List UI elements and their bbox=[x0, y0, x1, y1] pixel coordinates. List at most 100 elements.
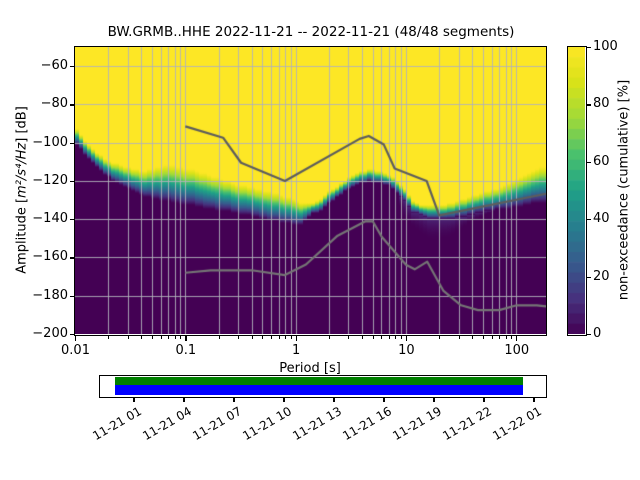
x-tick bbox=[295, 335, 297, 341]
timeline-tick-label: 11-21 16 bbox=[340, 404, 394, 444]
x-minor-tick bbox=[472, 335, 474, 339]
timeline-tick bbox=[333, 397, 335, 402]
x-minor-tick bbox=[328, 335, 330, 339]
x-minor-tick bbox=[180, 335, 182, 339]
x-minor-tick bbox=[141, 335, 143, 339]
x-minor-tick bbox=[218, 335, 220, 339]
y-tick-label: −80 bbox=[40, 96, 68, 112]
y-tick-label: −140 bbox=[32, 211, 68, 227]
x-minor-tick bbox=[290, 335, 292, 339]
colorbar-tick bbox=[586, 219, 591, 221]
y-tick bbox=[70, 104, 75, 106]
timeline-tick-label: 11-21 07 bbox=[190, 404, 244, 444]
x-minor-tick bbox=[262, 335, 264, 339]
x-minor-tick bbox=[152, 335, 154, 339]
y-tick-label: −60 bbox=[40, 58, 68, 74]
x-minor-tick bbox=[499, 335, 501, 339]
y-tick-label: −160 bbox=[32, 249, 68, 265]
x-tick bbox=[516, 335, 518, 341]
x-tick-label: 1 bbox=[291, 343, 301, 358]
y-tick bbox=[70, 142, 75, 144]
timeline-tick-label: 11-21 13 bbox=[290, 404, 344, 444]
x-tick-label: 0.01 bbox=[61, 343, 90, 358]
timeline-tick-label: 11-21 10 bbox=[240, 404, 294, 444]
x-minor-tick bbox=[458, 335, 460, 339]
x-minor-tick bbox=[108, 335, 110, 339]
timeline-tick bbox=[133, 397, 135, 402]
colorbar-tick-label: 100 bbox=[593, 39, 618, 54]
colorbar-frame bbox=[567, 46, 587, 336]
x-minor-tick bbox=[168, 335, 170, 339]
colorbar-canvas bbox=[568, 47, 585, 334]
y-tick bbox=[70, 180, 75, 183]
x-minor-tick bbox=[160, 335, 162, 339]
timeline-tick-label: 11-21 04 bbox=[140, 404, 194, 444]
y-tick-label: −180 bbox=[32, 287, 68, 303]
colorbar-tick bbox=[586, 46, 591, 49]
colorbar-label: non-exceedance (cumulative) [%] bbox=[616, 79, 632, 301]
x-minor-tick bbox=[251, 335, 253, 339]
y-tick bbox=[70, 333, 75, 336]
x-minor-tick bbox=[483, 335, 485, 339]
x-minor-tick bbox=[400, 335, 402, 339]
x-tick bbox=[185, 335, 187, 341]
y-tick-label: −120 bbox=[32, 172, 68, 188]
x-minor-tick bbox=[174, 335, 176, 339]
x-tick-label: 10 bbox=[398, 343, 415, 358]
x-minor-tick bbox=[388, 335, 390, 339]
x-minor-tick bbox=[362, 335, 364, 339]
timeline-coverage-box bbox=[99, 375, 547, 398]
x-minor-tick bbox=[278, 335, 280, 339]
timeline-tick bbox=[233, 397, 235, 402]
colorbar-tick bbox=[586, 333, 591, 336]
y-tick bbox=[70, 257, 75, 259]
timeline-tick-label: 11-21 19 bbox=[390, 404, 444, 444]
timeline-tick-label: 11-21 01 bbox=[90, 404, 144, 444]
colorbar-tick-label: 60 bbox=[593, 153, 610, 169]
timeline-tick bbox=[483, 397, 485, 402]
colorbar-tick-label: 40 bbox=[593, 211, 610, 227]
x-minor-tick bbox=[237, 335, 239, 339]
x-axis-label: Period [s] bbox=[279, 361, 341, 376]
x-minor-tick bbox=[439, 335, 441, 339]
main-plot-frame bbox=[74, 46, 547, 336]
colorbar-tick bbox=[586, 276, 591, 278]
y-tick bbox=[70, 66, 75, 68]
y-tick-label: −200 bbox=[32, 326, 68, 341]
timeline-tick bbox=[433, 397, 435, 402]
ppsd-heatmap-canvas bbox=[75, 47, 546, 334]
timeline-tick bbox=[533, 397, 535, 402]
x-minor-tick bbox=[284, 335, 286, 339]
x-tick-label: 0.1 bbox=[175, 343, 197, 358]
colorbar-tick bbox=[586, 161, 591, 163]
x-minor-tick bbox=[271, 335, 273, 339]
x-tick bbox=[74, 335, 77, 341]
colorbar-tick bbox=[586, 104, 591, 106]
colorbar-tick-label: 20 bbox=[593, 268, 610, 284]
y-tick bbox=[70, 219, 75, 221]
y-tick bbox=[70, 295, 75, 297]
x-minor-tick bbox=[372, 335, 374, 339]
x-minor-tick bbox=[381, 335, 383, 339]
x-minor-tick bbox=[505, 335, 507, 339]
plot-title: BW.GRMB..HHE 2022-11-21 -- 2022-11-21 (4… bbox=[107, 24, 515, 40]
x-minor-tick bbox=[511, 335, 513, 339]
colorbar-tick-label: 80 bbox=[593, 96, 610, 112]
x-minor-tick bbox=[395, 335, 397, 339]
y-tick-label: −100 bbox=[32, 134, 68, 150]
timeline-tick bbox=[183, 397, 185, 402]
colorbar-tick-label: 0 bbox=[593, 326, 602, 341]
x-tick-label: 100 bbox=[504, 343, 530, 358]
y-axis-label-units: m²/s⁴/Hz bbox=[14, 142, 30, 198]
x-minor-tick bbox=[127, 335, 129, 339]
timeline-tick-label: 11-21 22 bbox=[440, 404, 494, 444]
timeline-tick bbox=[383, 397, 385, 402]
timeline-tick bbox=[283, 397, 285, 402]
x-minor-tick bbox=[348, 335, 350, 339]
x-minor-tick bbox=[491, 335, 493, 339]
timeline-tick-label: 11-22 01 bbox=[490, 404, 544, 444]
timeline-coverage-blue-bar bbox=[115, 384, 523, 396]
x-tick bbox=[405, 335, 408, 341]
timeline-coverage-green-bar bbox=[115, 376, 523, 385]
